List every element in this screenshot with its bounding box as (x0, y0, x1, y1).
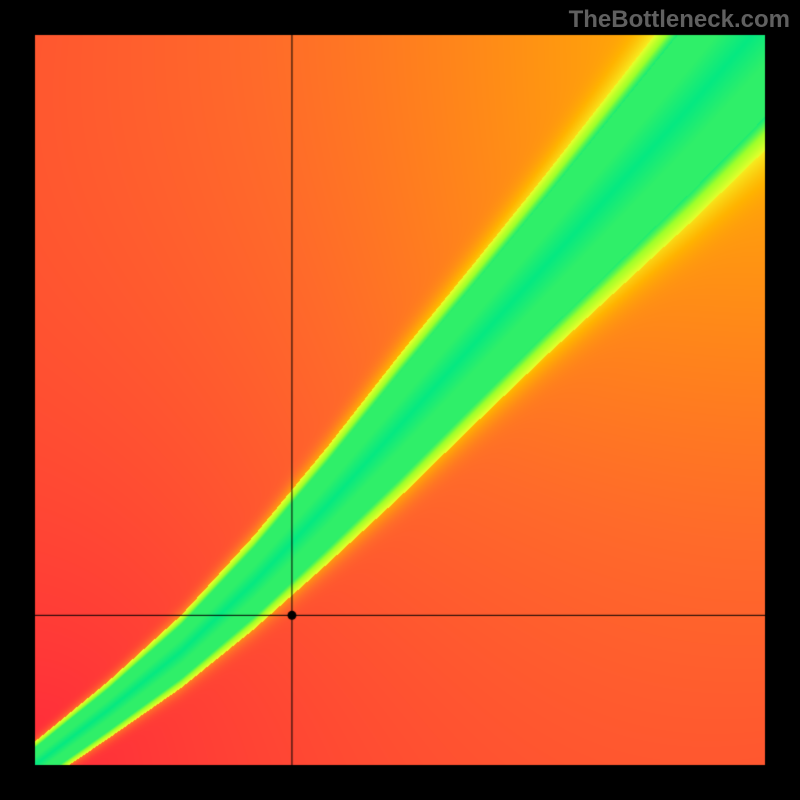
watermark-text: TheBottleneck.com (569, 6, 800, 34)
chart-container: TheBottleneck.com (0, 0, 800, 800)
heatmap-canvas (0, 0, 800, 800)
